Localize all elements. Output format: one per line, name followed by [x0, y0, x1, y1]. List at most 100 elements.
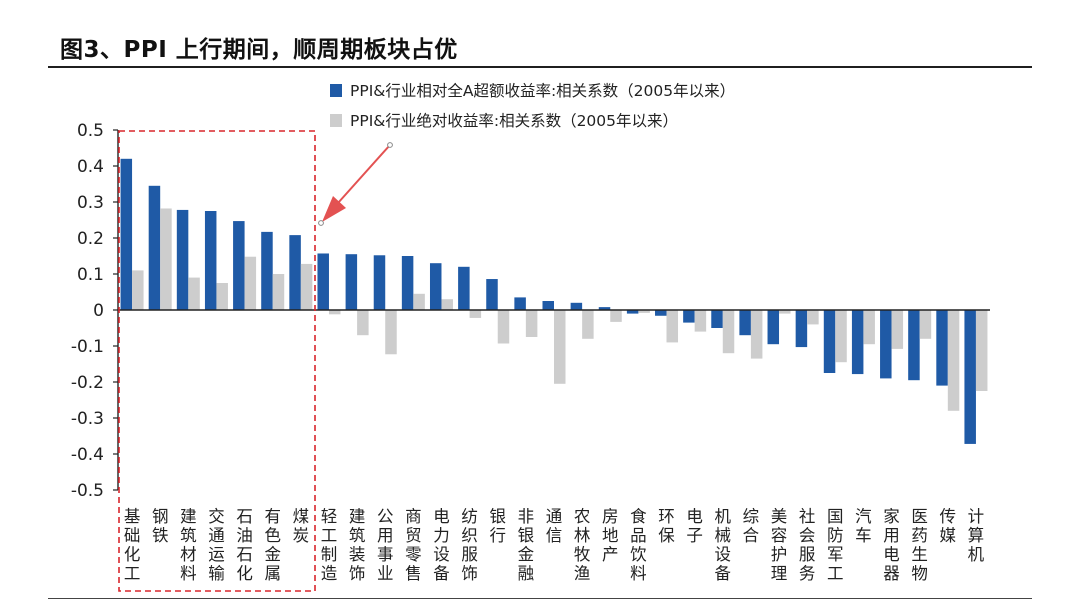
bar-excess-22 [739, 310, 751, 336]
bar-absolute-30 [975, 310, 988, 391]
y-tick-label: -0.2 [71, 373, 104, 393]
bar-absolute-24 [807, 310, 819, 325]
category-label: 纺织服饰 [461, 507, 478, 583]
bar-absolute-15 [554, 310, 566, 384]
category-label: 钢铁 [152, 507, 169, 545]
legend-label: PPI&行业绝对收益率:相关系数（2005年以来） [350, 112, 678, 130]
y-tick-label: 0.3 [77, 193, 104, 213]
category-label: 煤炭 [293, 507, 310, 545]
bar-absolute-29 [947, 310, 960, 411]
bar-absolute-25 [835, 310, 847, 363]
legend-swatch [330, 84, 342, 97]
bar-excess-1 [148, 185, 161, 310]
bar-excess-0 [120, 158, 133, 310]
bar-excess-12 [458, 266, 470, 310]
arrow-handle [318, 220, 324, 226]
bar-absolute-28 [919, 310, 932, 339]
bar-excess-17 [598, 307, 611, 310]
bar-absolute-8 [357, 310, 369, 336]
y-tick-label: 0.1 [77, 265, 104, 285]
bar-excess-27 [880, 310, 892, 379]
category-label: 农林牧渔 [574, 507, 591, 583]
category-label: 轻工制造 [321, 507, 338, 583]
arrow-handle [387, 142, 393, 148]
category-label: 石油石化 [236, 507, 253, 583]
category-label: 通信 [546, 507, 563, 545]
bar-absolute-20 [694, 310, 707, 332]
bar-absolute-14 [525, 310, 538, 337]
category-label: 食品饮料 [630, 507, 647, 583]
y-axis: 0.5 0.4 0.3 0.2 0.1 0 -0.1 -0.2 -0.3 -0.4 -0.5 [71, 121, 119, 501]
category-labels: 基础化工钢铁建筑材料交通运输石油石化有色金属煤炭轻工制造建筑装饰公用事业商贸零售… [124, 507, 985, 583]
y-tick-label: 0 [93, 301, 104, 321]
bar-excess-10 [401, 256, 414, 310]
category-label: 传媒 [940, 507, 957, 545]
bar-absolute-7 [328, 310, 341, 315]
bar-absolute-18 [638, 310, 650, 313]
bar-excess-21 [711, 310, 723, 328]
category-label: 商贸零售 [405, 507, 422, 583]
arrow-icon [322, 196, 346, 222]
bar-excess-15 [542, 301, 554, 310]
bar-absolute-27 [891, 310, 904, 349]
bar-excess-2 [176, 209, 189, 310]
bar-excess-8 [345, 254, 358, 310]
bar-excess-18 [626, 310, 639, 314]
y-tick-label: 0.5 [77, 121, 104, 141]
bar-excess-20 [683, 310, 695, 323]
category-label: 医药生物 [911, 507, 928, 583]
bar-excess-25 [823, 310, 836, 373]
legend-label: PPI&行业相对全A超额收益率:相关系数（2005年以来） [350, 82, 735, 100]
annotations [118, 130, 393, 592]
bar-absolute-11 [441, 299, 453, 310]
bar-excess-6 [289, 235, 301, 310]
category-label: 综合 [743, 507, 760, 545]
category-label: 美容护理 [771, 507, 788, 583]
title-divider [48, 66, 1032, 68]
bar-absolute-12 [469, 310, 482, 318]
bar-absolute-26 [863, 310, 875, 345]
legend: PPI&行业相对全A超额收益率:相关系数（2005年以来） PPI&行业绝对收益率… [330, 82, 735, 130]
bar-excess-24 [795, 310, 808, 348]
category-label: 国防军工 [827, 507, 844, 583]
bar-absolute-10 [413, 293, 425, 310]
bar-absolute-22 [750, 310, 763, 359]
category-label: 计算机 [968, 507, 985, 564]
bar-absolute-19 [666, 310, 679, 343]
bar-absolute-23 [779, 310, 791, 314]
category-label: 家用电器 [883, 507, 900, 583]
bar-absolute-2 [188, 277, 200, 310]
y-tick-label: -0.4 [71, 445, 104, 465]
chart-title: 图3、PPI 上行期间，顺周期板块占优 [60, 37, 458, 63]
category-label: 有色金属 [264, 507, 281, 583]
bar-absolute-16 [582, 310, 594, 339]
bar-excess-28 [908, 310, 920, 381]
category-label: 公用事业 [377, 507, 394, 583]
y-tick-label: -0.3 [71, 409, 104, 429]
category-label: 银行 [489, 507, 506, 545]
bar-excess-13 [486, 279, 498, 310]
bars-group [118, 158, 990, 444]
bar-absolute-5 [272, 274, 285, 310]
bar-excess-3 [204, 211, 217, 310]
y-tick-label: -0.5 [71, 481, 104, 501]
bar-absolute-13 [497, 310, 510, 344]
bar-excess-4 [233, 221, 245, 310]
bar-excess-29 [936, 310, 948, 386]
bar-absolute-4 [244, 256, 257, 310]
bar-excess-16 [570, 302, 583, 310]
bar-excess-19 [655, 310, 667, 316]
highlight-box [118, 130, 316, 592]
bottom-divider [48, 598, 1032, 599]
bar-excess-9 [373, 255, 386, 310]
bar-absolute-1 [160, 208, 172, 310]
bar-absolute-17 [610, 310, 622, 322]
category-label: 环保 [658, 507, 675, 545]
bar-excess-14 [514, 297, 526, 310]
bar-absolute-9 [385, 310, 397, 355]
bar-excess-26 [851, 310, 864, 375]
category-label: 社会服务 [799, 507, 816, 583]
category-label: 电子 [686, 507, 703, 545]
category-label: 基础化工 [124, 507, 141, 583]
